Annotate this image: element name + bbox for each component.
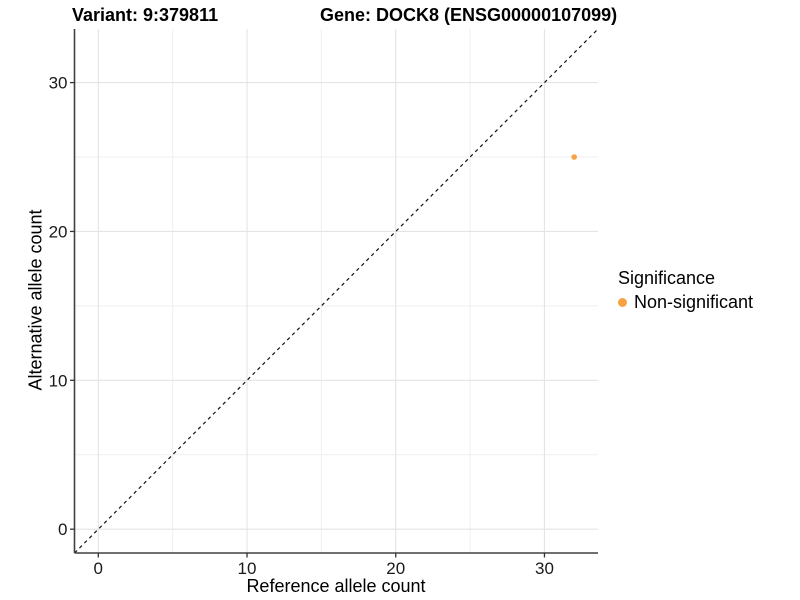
x-tick-label: 0 — [94, 559, 103, 578]
x-tick-label: 20 — [386, 559, 405, 578]
data-point — [571, 154, 578, 160]
y-axis-title: Alternative allele count — [25, 209, 46, 391]
identity-line — [74, 28, 599, 554]
legend-title: Significance — [618, 268, 716, 288]
y-tick-label: 30 — [49, 74, 68, 93]
legend: Significance Non-significant — [618, 268, 753, 313]
legend-item-label: Non-significant — [634, 292, 754, 312]
legend-items: Non-significant — [618, 292, 753, 313]
x-tick-label: 10 — [238, 559, 257, 578]
plot-title-variant: Variant: 9:379811 — [72, 5, 219, 25]
plot-title-gene: Gene: DOCK8 (ENSG00000107099) — [320, 5, 618, 25]
legend-item: Non-significant — [618, 292, 753, 313]
x-tick-label: 30 — [535, 559, 554, 578]
y-tick-label: 10 — [49, 371, 68, 390]
x-axis-title: Reference allele count — [246, 576, 426, 596]
legend-swatch — [618, 298, 627, 307]
y-tick-label: 20 — [49, 222, 68, 241]
y-tick-label: 0 — [58, 520, 67, 539]
